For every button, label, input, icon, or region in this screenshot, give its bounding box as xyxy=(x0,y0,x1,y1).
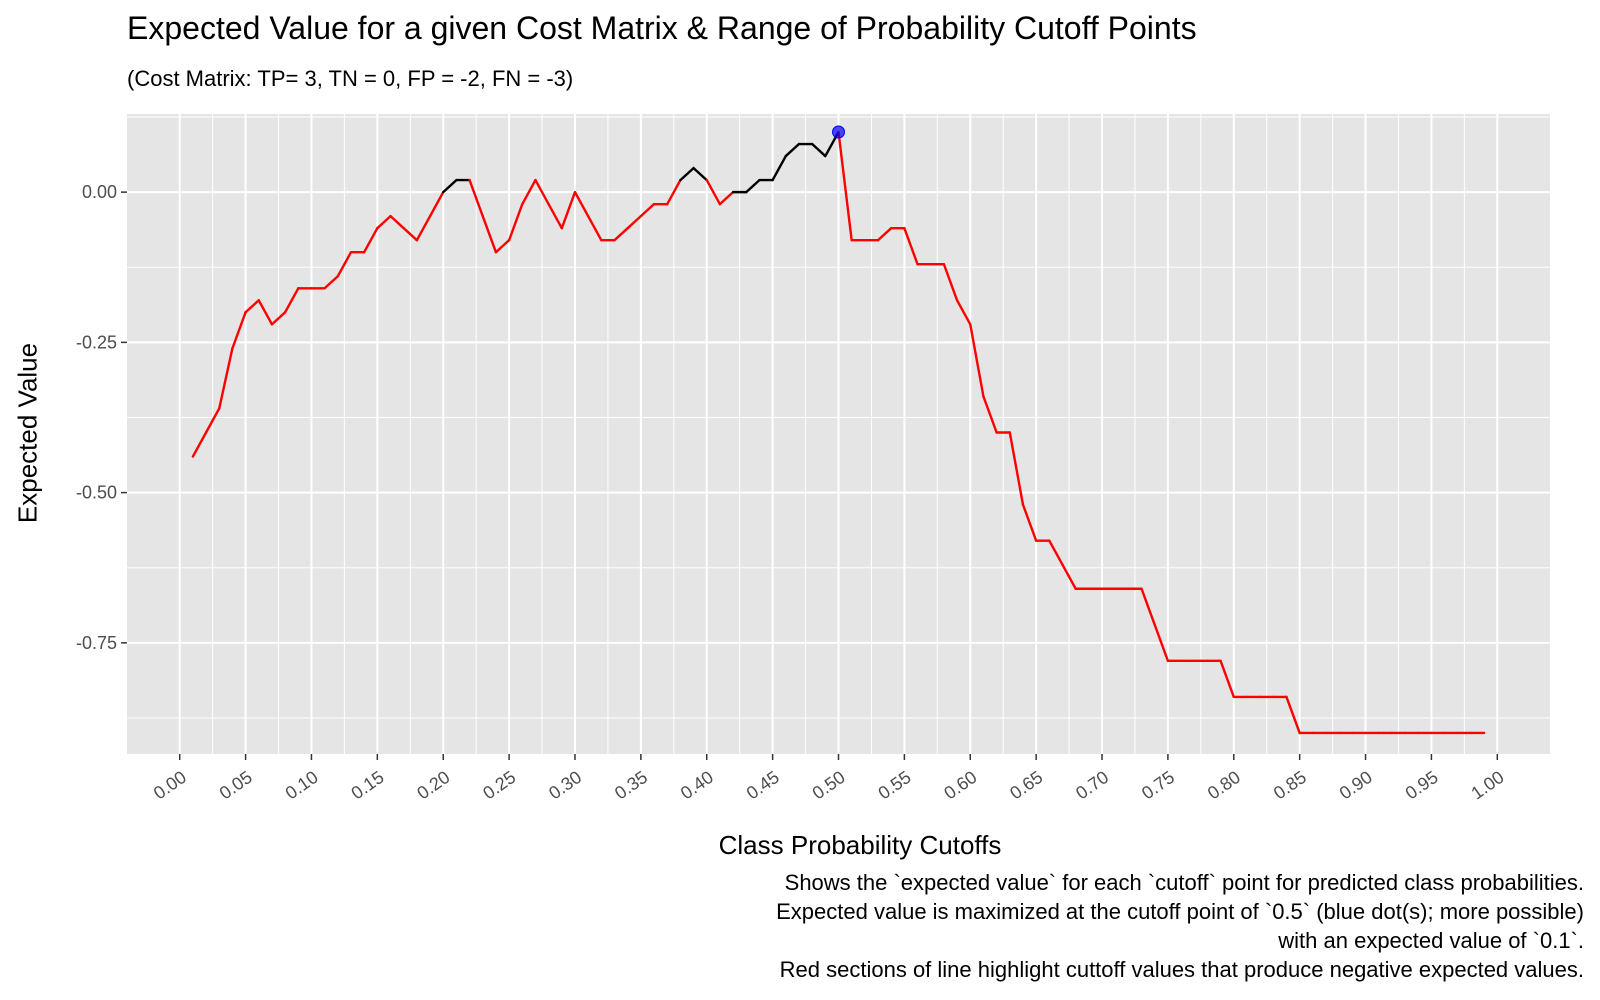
series-line-segment xyxy=(666,178,682,206)
y-axis-label: Expected Value xyxy=(12,342,43,524)
x-tick-label: 0.35 xyxy=(611,767,651,803)
series-line-segment xyxy=(218,347,234,410)
caption-line: Red sections of line highlight cuttoff v… xyxy=(779,957,1584,982)
x-axis-label: Class Probability Cutoffs xyxy=(718,830,1002,860)
chart-subtitle: (Cost Matrix: TP= 3, TN = 0, FP = -2, FN… xyxy=(127,66,574,91)
caption-line: with an expected value of `0.1`. xyxy=(1278,928,1584,953)
x-tick-label: 0.85 xyxy=(1270,767,1310,803)
x-tick-label: 0.15 xyxy=(347,767,387,803)
max-expected-value-point xyxy=(832,125,845,139)
y-tick-label: -0.25 xyxy=(76,332,117,352)
series-line-segment xyxy=(586,214,603,242)
series-line-segment xyxy=(270,311,287,326)
series-line-segment xyxy=(639,202,656,218)
x-tick-label: 0.05 xyxy=(216,767,256,803)
series-line-segment xyxy=(521,178,537,206)
series-line-segment xyxy=(1285,695,1301,735)
series-line-segment xyxy=(336,251,353,278)
series-line-segment xyxy=(204,407,221,434)
series-line-segment xyxy=(376,214,392,230)
x-tick-label: 0.30 xyxy=(545,767,585,803)
x-tick-label: 1.00 xyxy=(1467,767,1507,803)
caption-line: Expected value is maximized at the cutof… xyxy=(776,899,1584,924)
x-tick-label: 0.60 xyxy=(940,767,980,803)
series-line-segment xyxy=(969,323,985,398)
y-tick-label: -0.50 xyxy=(76,483,117,503)
series-line-segment xyxy=(982,395,998,434)
series-line-segment xyxy=(1153,623,1170,663)
series-line-segment xyxy=(679,166,695,182)
series-line-segment xyxy=(876,226,893,242)
series-line-segment xyxy=(1021,503,1038,542)
series-line-segment xyxy=(283,287,300,314)
series-line-segment xyxy=(1061,563,1077,590)
series-line-segment xyxy=(468,178,484,218)
x-tick-label: 0.65 xyxy=(1006,767,1046,803)
series-line-segment xyxy=(507,202,524,242)
x-tick-label: 0.25 xyxy=(479,767,519,803)
series-line-segment xyxy=(784,142,801,158)
series-line-segment xyxy=(955,299,972,326)
series-line-segment xyxy=(442,178,458,194)
series-line-segment xyxy=(942,263,959,302)
series-line-segment xyxy=(428,190,445,218)
series-line-segment xyxy=(718,190,735,206)
series-line-segment xyxy=(560,190,577,230)
series-line-segment xyxy=(494,238,511,254)
series-line-segment xyxy=(1219,659,1235,699)
series-line-segment xyxy=(534,178,550,206)
series-line-segment xyxy=(771,154,787,182)
series-line-segment xyxy=(810,142,827,158)
series-line-segment xyxy=(389,214,405,230)
series-line-segment xyxy=(415,214,432,242)
y-tick-label: 0.00 xyxy=(82,182,117,202)
series-line-segment xyxy=(837,130,853,242)
x-tick-label: 0.00 xyxy=(150,767,190,803)
x-tick-label: 0.20 xyxy=(413,767,453,803)
x-tick-label: 0.80 xyxy=(1204,767,1244,803)
x-tick-label: 0.55 xyxy=(874,767,914,803)
caption: Shows the `expected value` for each `cut… xyxy=(776,868,1584,984)
series-line-segment xyxy=(745,178,761,194)
series-line-segment xyxy=(257,299,274,326)
series-line-segment xyxy=(1140,587,1156,626)
chart-title: Expected Value for a given Cost Matrix &… xyxy=(127,10,1197,46)
series-line-segment xyxy=(626,214,643,230)
series-line-segment xyxy=(481,214,498,254)
series-line-segment xyxy=(547,202,564,230)
caption-line: Shows the `expected value` for each `cut… xyxy=(784,870,1584,895)
series-line-segment xyxy=(903,226,919,266)
series-line-segment xyxy=(362,226,379,254)
x-tick-label: 0.50 xyxy=(809,767,849,803)
x-tick-label: 0.45 xyxy=(743,767,783,803)
x-tick-label: 0.10 xyxy=(282,767,322,803)
series-line-segment xyxy=(402,226,419,242)
series-line-segment xyxy=(1048,539,1064,566)
series-line-segment xyxy=(613,226,629,242)
series-line-segment xyxy=(573,190,590,218)
x-tick-label: 0.90 xyxy=(1336,767,1376,803)
series-line-segment xyxy=(692,166,708,182)
y-tick-label: -0.75 xyxy=(76,633,117,653)
series-line-segment xyxy=(705,178,722,206)
x-tick-label: 0.95 xyxy=(1402,767,1442,803)
series-line-segment xyxy=(1008,431,1025,506)
x-tick-label: 0.40 xyxy=(677,767,717,803)
series-line-segment xyxy=(231,311,247,350)
x-tick-label: 0.75 xyxy=(1138,767,1178,803)
series-line-segment xyxy=(323,275,340,290)
series-line-segment xyxy=(244,299,260,314)
x-tick-label: 0.70 xyxy=(1072,767,1112,803)
series-line-segment xyxy=(191,431,208,458)
